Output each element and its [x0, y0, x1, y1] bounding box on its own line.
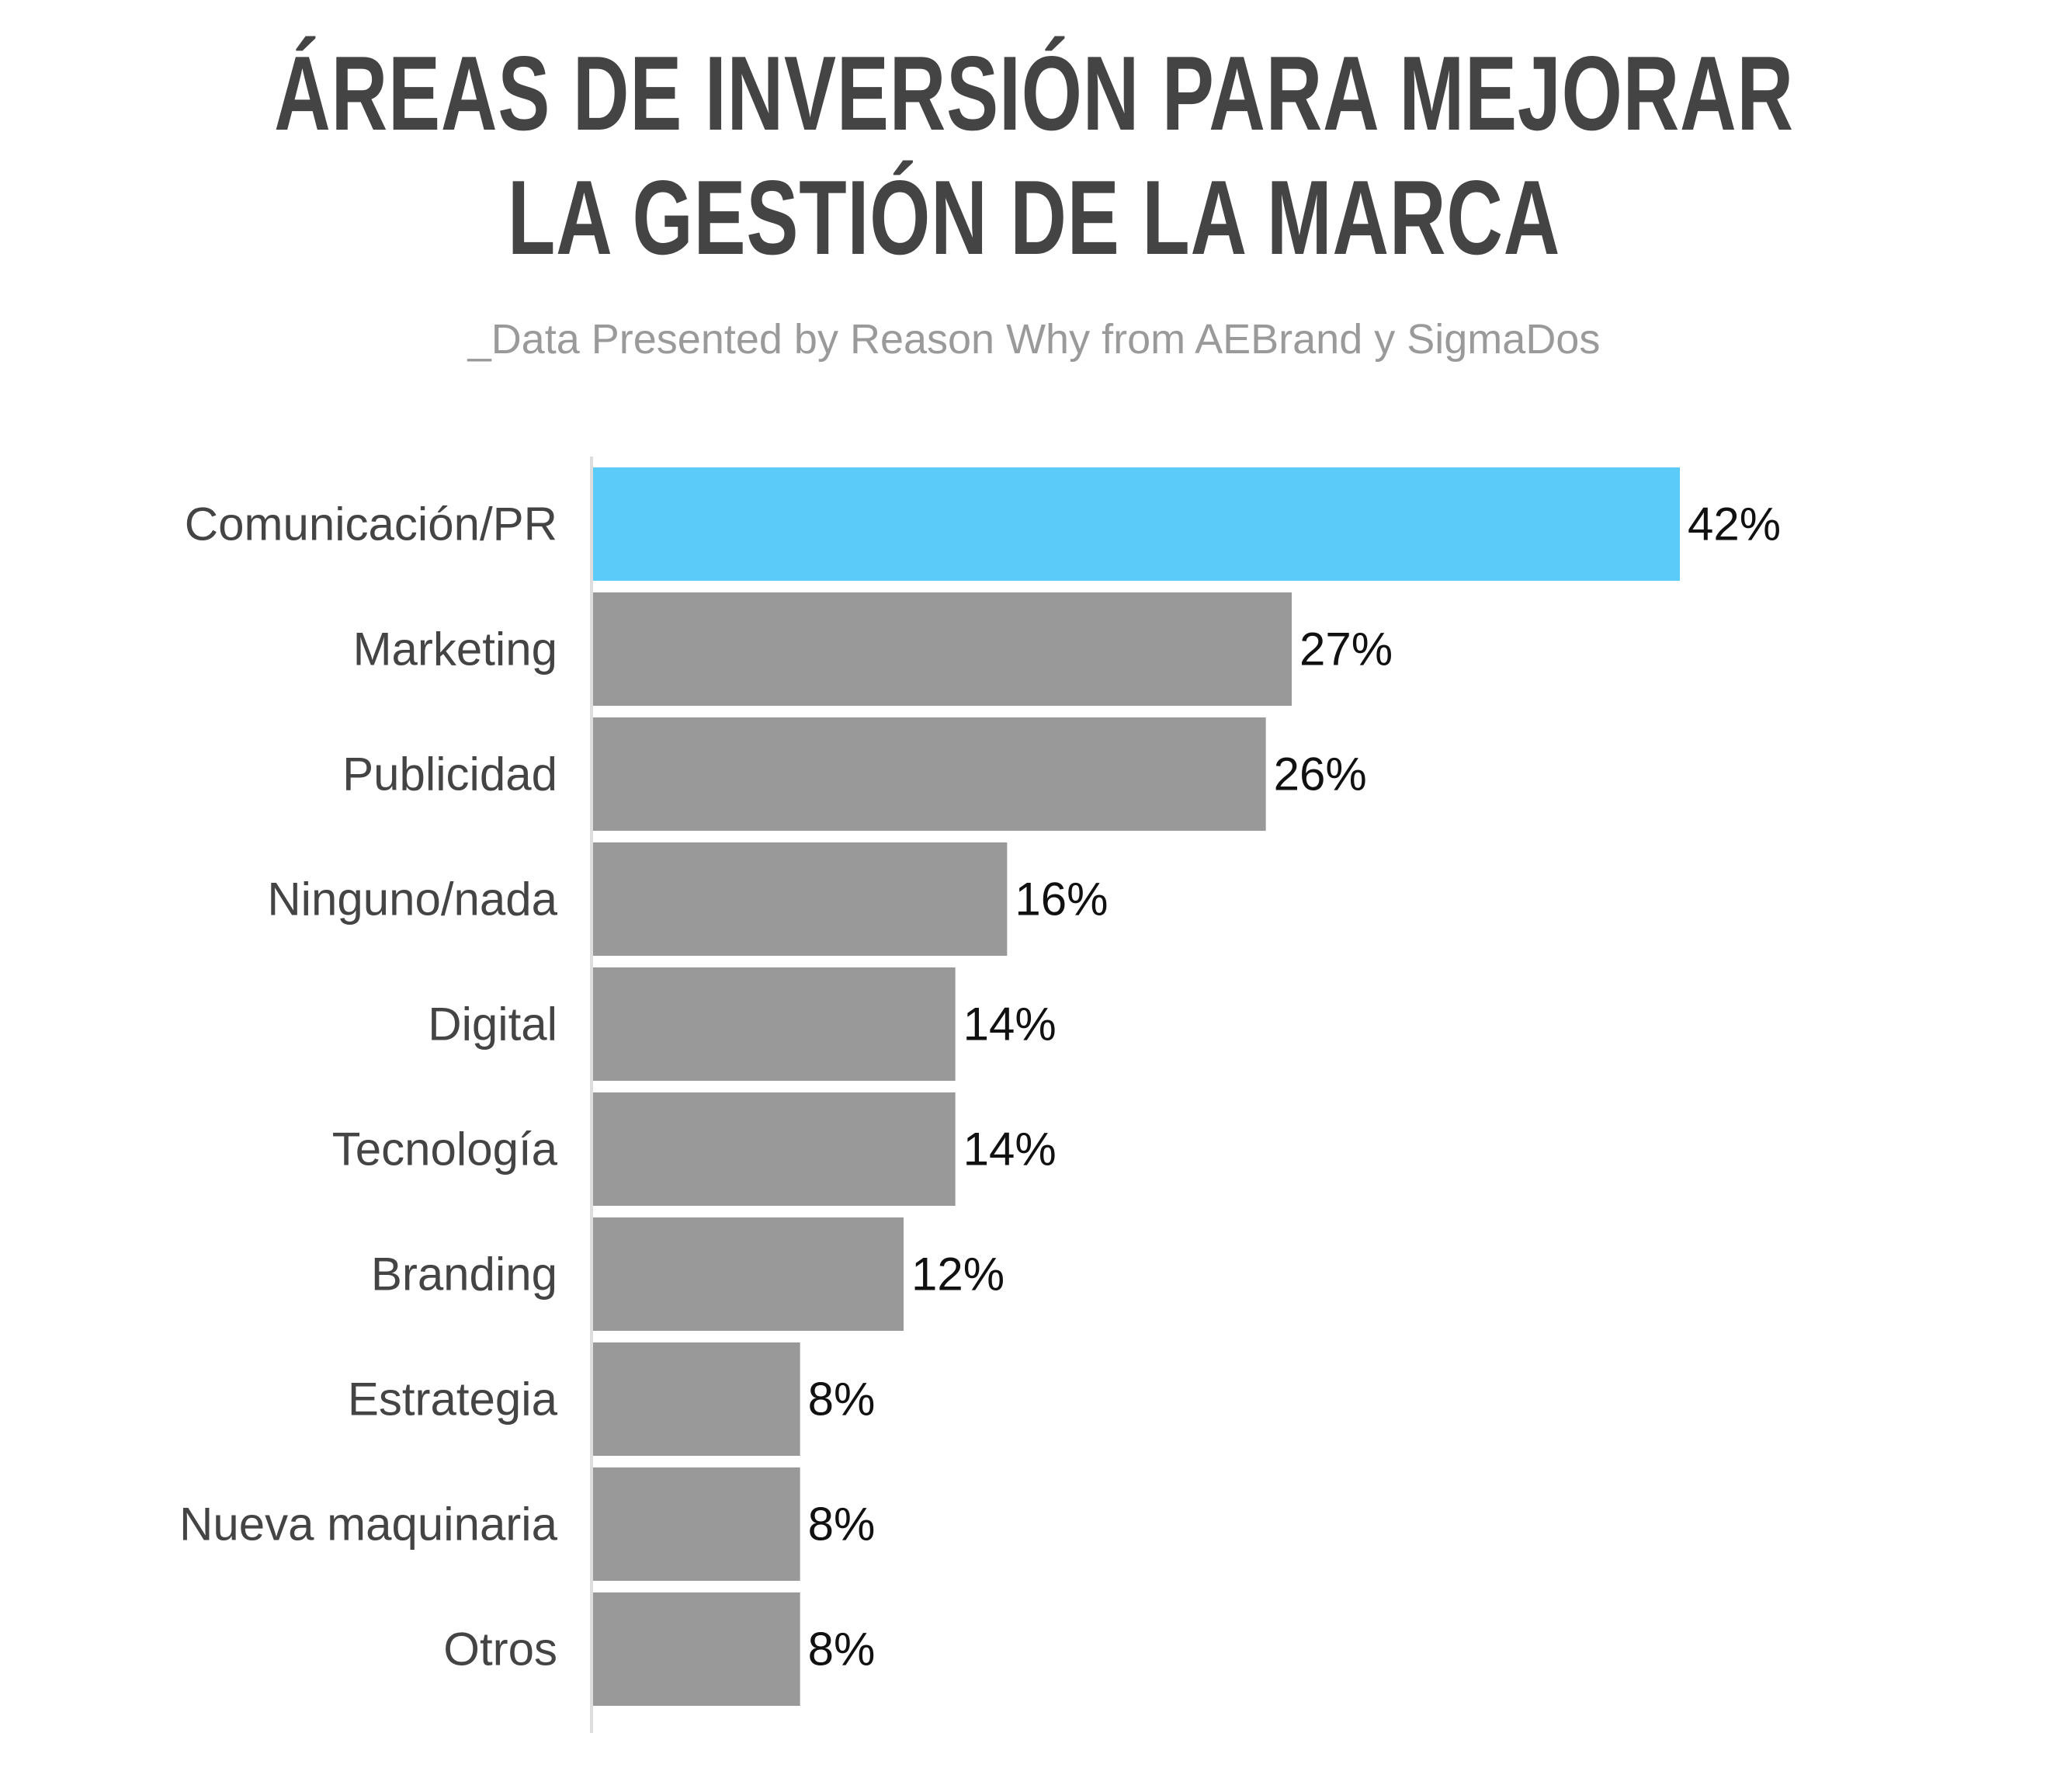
bars-group: Comunicación/PR 42% Marketing 27% Publicidad…	[179, 467, 1781, 1706]
value-label-comunicacion-pr: 42%	[1688, 498, 1781, 550]
category-label-otros: Otros	[443, 1624, 557, 1676]
bar-publicidad	[593, 717, 1266, 831]
value-label-marketing: 27%	[1299, 623, 1393, 675]
bar-comunicacion-pr	[593, 467, 1680, 581]
category-label-ninguno-nada: Ninguno/nada	[267, 873, 557, 926]
category-label-tecnologia: Tecnología	[332, 1123, 558, 1176]
bar-branding	[593, 1217, 904, 1331]
chart-subtitle: _Data Presented by Reason Why from AEBra…	[467, 316, 1601, 363]
category-label-comunicacion-pr: Comunicación/PR	[185, 498, 557, 550]
category-label-publicidad: Publicidad	[342, 748, 557, 800]
value-label-tecnologia: 14%	[963, 1123, 1057, 1176]
bar-digital	[593, 967, 956, 1081]
bar-marketing	[593, 592, 1292, 706]
bar-estrategia	[593, 1342, 800, 1456]
value-label-branding: 12%	[911, 1248, 1005, 1301]
category-label-marketing: Marketing	[353, 623, 557, 675]
value-label-otros: 8%	[808, 1624, 876, 1676]
bar-ninguno-nada	[593, 842, 1008, 956]
value-label-ninguno-nada: 16%	[1015, 873, 1108, 926]
value-label-digital: 14%	[963, 998, 1057, 1051]
bar-tecnologia	[593, 1092, 956, 1206]
value-label-estrategia: 8%	[808, 1374, 876, 1426]
chart-title: ÁREAS DE INVERSIÓN PARA MEJORAR LA GESTI…	[274, 34, 1794, 276]
category-label-estrategia: Estrategia	[348, 1374, 558, 1426]
value-label-nueva-maquinaria: 8%	[808, 1499, 876, 1551]
bar-nueva-maquinaria	[593, 1467, 800, 1581]
bar-otros	[593, 1592, 800, 1706]
category-label-nueva-maquinaria: Nueva maquinaria	[179, 1499, 558, 1551]
category-label-digital: Digital	[428, 998, 557, 1051]
value-label-publicidad: 26%	[1274, 748, 1367, 800]
category-label-branding: Branding	[371, 1248, 557, 1301]
